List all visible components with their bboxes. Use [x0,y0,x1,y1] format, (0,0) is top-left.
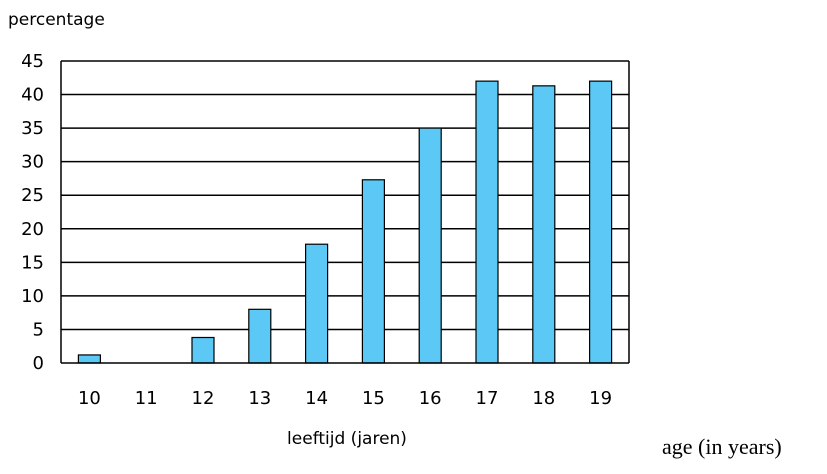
gridlines [61,93,629,331]
y-tick-label: 45 [21,51,44,72]
bar-17 [475,80,499,364]
x-tick-label: 16 [419,388,442,409]
bar-13 [248,308,272,364]
bar-12 [191,336,215,364]
x-tick-label: 10 [78,388,101,409]
bar-16 [418,127,442,364]
y-tick-label: 0 [33,353,44,374]
bar-14 [305,243,329,364]
x-tick-label: 13 [248,388,271,409]
x-tick-label: 17 [476,388,499,409]
x-tick-label: 14 [305,388,328,409]
y-tick-label: 10 [21,286,44,307]
x-tick-label: 18 [532,388,555,409]
x-tick-labels: 10 11 12 13 14 15 16 17 18 19 [78,388,612,409]
x-tick-label: 11 [135,388,158,409]
y-tick-label: 5 [33,319,44,340]
bars [77,80,613,364]
bar-15 [361,179,385,364]
bar-19 [588,80,613,364]
y-tick-labels: 0 5 10 15 20 25 30 35 40 45 [21,51,44,374]
x-tick-label: 12 [192,388,215,409]
y-tick-label: 35 [21,118,44,139]
y-tick-label: 20 [21,219,44,240]
y-tick-label: 30 [21,152,44,173]
x-axis-title: leeftijd (jaren) [287,429,407,449]
y-tick-label: 40 [21,85,44,106]
x-tick-label: 15 [362,388,385,409]
bar-10 [77,354,102,364]
y-axis-title: percentage [8,10,105,30]
bar-18 [532,85,556,364]
english-axis-note: age (in years) [662,434,782,459]
y-tick-label: 15 [21,252,44,273]
x-tick-label: 19 [589,388,612,409]
y-tick-label: 25 [21,185,44,206]
